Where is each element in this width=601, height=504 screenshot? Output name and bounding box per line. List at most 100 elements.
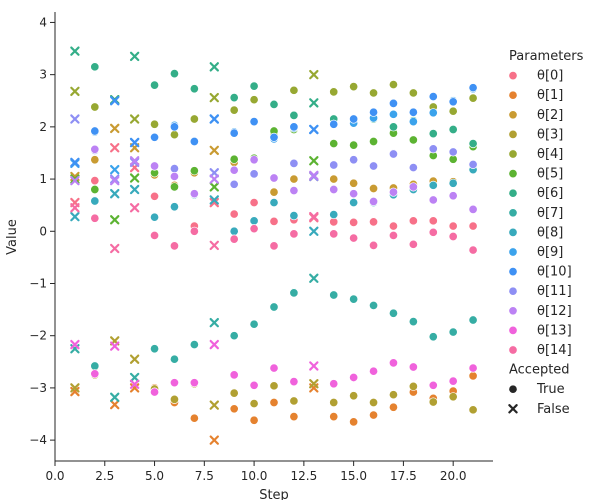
data-point [229, 154, 239, 164]
data-point [468, 139, 478, 149]
legend-swatch [508, 286, 518, 296]
x-marker-stroke [110, 174, 120, 184]
data-point [249, 95, 259, 105]
data-point [329, 412, 339, 422]
x-marker-stroke [70, 46, 80, 56]
data-point [129, 372, 140, 383]
data-point [349, 233, 359, 243]
data-point [249, 415, 259, 425]
data-point [269, 173, 279, 183]
data-point [209, 195, 219, 205]
x-marker-stroke [209, 174, 219, 184]
x-ticks: 0.0 2.5 5.0 7.5 10.0 12.5 15.0 17.5 20.0 [45, 461, 467, 483]
legend-entry-label: θ[6] [537, 186, 563, 201]
data-point [90, 102, 100, 112]
data-point [309, 170, 319, 181]
data-point [70, 203, 80, 213]
y-tick-label: −4 [29, 433, 47, 447]
data-point [448, 191, 458, 201]
data-point [149, 212, 160, 222]
data-point [169, 378, 180, 388]
data-point [70, 211, 80, 222]
data-point [388, 308, 399, 318]
y-tick-label: 0 [39, 224, 47, 238]
x-marker-stroke [309, 226, 319, 236]
x-marker-stroke [309, 170, 319, 181]
data-point [229, 209, 239, 219]
data-point [309, 124, 319, 135]
x-marker-stroke [309, 211, 319, 222]
x-marker-stroke [129, 379, 140, 389]
x-tick-label: 0.0 [45, 469, 64, 483]
data-point [329, 119, 339, 129]
data-point [388, 80, 399, 90]
data-point [229, 234, 239, 244]
x-tick-label: 2.5 [95, 469, 114, 483]
data-point [110, 341, 120, 351]
legend-swatch [508, 267, 518, 277]
data-point [110, 96, 120, 106]
data-point [289, 377, 299, 387]
data-point [90, 369, 100, 379]
data-point [408, 117, 418, 127]
data-point [428, 227, 438, 237]
data-point [468, 245, 478, 255]
data-point [368, 136, 379, 147]
data-point [249, 399, 259, 409]
data-point [110, 123, 120, 134]
data-point [309, 98, 319, 108]
data-point [368, 161, 379, 171]
legend-title-parameters: Parameters [509, 49, 584, 64]
data-point [289, 412, 299, 422]
data-point [448, 97, 458, 107]
data-point [408, 239, 418, 249]
data-point [229, 404, 239, 414]
legend-entry-label: θ[1] [537, 88, 563, 103]
data-point [249, 81, 259, 91]
x-marker-stroke [129, 354, 140, 364]
x-marker-stroke [129, 137, 140, 148]
data-point [229, 93, 239, 103]
data-point [448, 392, 458, 402]
legend-entry-label: θ[14] [537, 343, 572, 358]
data-point [468, 159, 478, 170]
data-point [70, 339, 80, 350]
data-point [388, 390, 399, 400]
x-marker-stroke [129, 114, 140, 124]
y-tick-label: 4 [39, 15, 47, 29]
data-point [309, 379, 319, 389]
data-point [189, 84, 199, 94]
data-point [169, 354, 180, 364]
data-point [110, 175, 120, 186]
data-point [309, 361, 319, 371]
x-marker-stroke [70, 86, 80, 97]
data-point [448, 106, 458, 116]
series-theta-12 [70, 144, 478, 214]
x-marker-stroke [70, 114, 80, 124]
data-point [169, 122, 180, 132]
data-point [289, 396, 299, 406]
data-point [368, 107, 379, 117]
x-marker-stroke [309, 124, 319, 135]
data-point [448, 327, 458, 337]
data-point [388, 149, 399, 159]
data-point [90, 184, 100, 195]
legend-swatch [508, 306, 518, 316]
data-point [349, 178, 359, 188]
data-point [149, 191, 160, 201]
data-point [110, 174, 120, 184]
x-tick-label: 20.0 [440, 469, 467, 483]
data-point [169, 182, 180, 192]
x-tick-label: 10.0 [241, 469, 268, 483]
legend-entry-label: θ[2] [537, 108, 563, 123]
data-point [289, 85, 299, 95]
legend-swatch [508, 90, 518, 100]
data-point [70, 174, 80, 184]
data-point [388, 187, 399, 197]
data-point [368, 88, 379, 98]
x-marker-stroke [209, 317, 219, 328]
data-point [388, 122, 399, 132]
data-point [269, 241, 279, 251]
data-point [189, 340, 199, 350]
series-theta-7 [70, 273, 478, 403]
